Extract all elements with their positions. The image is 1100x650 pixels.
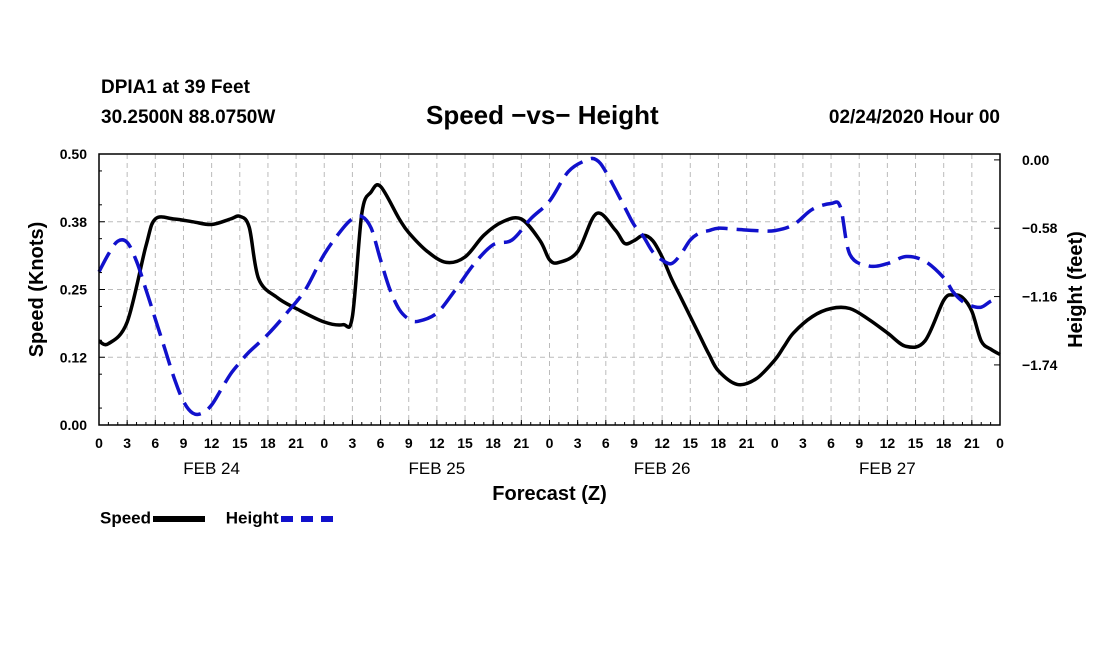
x-tick-label: 15 <box>457 435 473 451</box>
y2-tick-label: −1.74 <box>1022 357 1058 373</box>
x-tick-label: 12 <box>880 435 896 451</box>
legend-height-swatch <box>280 515 333 522</box>
legend-speed-swatch <box>153 515 206 522</box>
x-tick-label: 6 <box>602 435 610 451</box>
x-tick-label: 0 <box>771 435 779 451</box>
y-tick-label: 0.25 <box>60 282 87 298</box>
x-tick-label: 15 <box>682 435 698 451</box>
series-layer <box>97 156 1001 417</box>
x-tick-label: 18 <box>260 435 276 451</box>
y2-tick-label: −1.16 <box>1022 289 1058 305</box>
x-tick-label: 21 <box>964 435 980 451</box>
x-tick-label: 15 <box>908 435 924 451</box>
y-axis-title: Speed (Knots) <box>26 222 48 358</box>
x-tick-label: 18 <box>936 435 952 451</box>
y-tick-label: 0.50 <box>60 146 87 162</box>
day-label: FEB 26 <box>634 459 691 478</box>
y-tick-label: 0.00 <box>60 417 87 433</box>
x-tick-label: 6 <box>151 435 159 451</box>
x-tick-label: 12 <box>429 435 445 451</box>
x-tick-label: 9 <box>180 435 188 451</box>
x-tick-label: 18 <box>711 435 727 451</box>
y2-tick-label: 0.00 <box>1022 152 1049 168</box>
x-tick-label: 0 <box>320 435 328 451</box>
x-tick-label: 3 <box>574 435 582 451</box>
speed-series-line <box>98 183 1001 387</box>
day-label: FEB 25 <box>409 459 466 478</box>
x-tick-label: 18 <box>485 435 501 451</box>
x-tick-label: 3 <box>799 435 807 451</box>
x-tick-label: 15 <box>232 435 248 451</box>
x-tick-label: 12 <box>204 435 220 451</box>
legend: Speed Height <box>100 508 349 529</box>
chart-title: Speed −vs− Height <box>426 100 659 130</box>
y2-tick-label: −0.58 <box>1022 220 1058 236</box>
x-tick-label: 6 <box>827 435 835 451</box>
station-label: DPIA1 at 39 Feet <box>101 77 250 98</box>
x-axis-title: Forecast (Z) <box>492 483 606 505</box>
x-tick-label: 6 <box>377 435 385 451</box>
x-tick-label: 0 <box>996 435 1004 451</box>
y-tick-label: 0.12 <box>60 349 87 365</box>
grid-lines <box>99 154 1000 425</box>
x-tick-label: 3 <box>349 435 357 451</box>
tick-layer: 0 3 6 9 12 15 18 21 0 3 6 9 12 15 18 21 0 3 6 9 12 15 18 21 0 3 6 9… <box>60 146 1058 478</box>
forecast-datetime: 02/24/2020 Hour 00 <box>828 107 1000 128</box>
y2-axis-title: Height (feet) <box>1065 231 1087 348</box>
coordinates-label: 30.2500N 88.0750W <box>101 107 276 128</box>
y-tick-label: 0.38 <box>60 214 87 230</box>
x-tick-label: 21 <box>288 435 304 451</box>
x-tick-label: 21 <box>739 435 755 451</box>
x-tick-label: 3 <box>123 435 131 451</box>
x-tick-label: 21 <box>514 435 530 451</box>
day-label: FEB 27 <box>859 459 916 478</box>
x-tick-label: 9 <box>855 435 863 451</box>
x-tick-label: 9 <box>405 435 413 451</box>
legend-height-label: Height <box>225 508 279 528</box>
x-tick-label: 0 <box>95 435 103 451</box>
legend-speed-label: Speed <box>100 508 152 528</box>
day-label: FEB 24 <box>183 459 240 478</box>
x-tick-label: 0 <box>546 435 554 451</box>
x-tick-label: 12 <box>654 435 670 451</box>
height-series-line <box>97 156 1001 417</box>
x-tick-label: 9 <box>630 435 638 451</box>
